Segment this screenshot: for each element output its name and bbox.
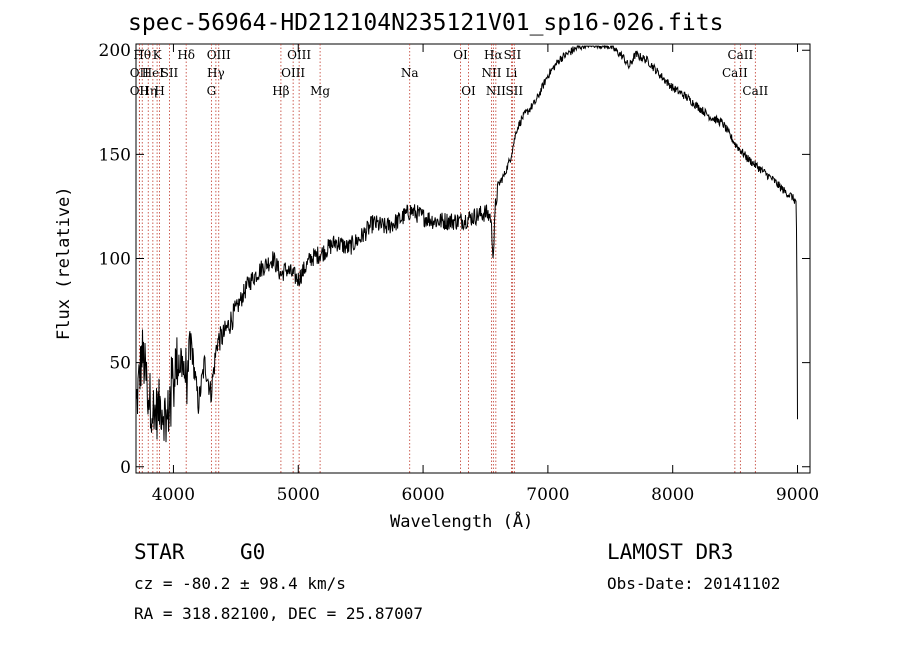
- x-tick-label: 8000: [651, 485, 694, 505]
- marker-label: SII: [504, 48, 522, 62]
- marker-label: OI: [461, 84, 476, 98]
- marker-label: OIII: [207, 48, 231, 62]
- marker-label: OI: [453, 48, 468, 62]
- x-tick-label: 9000: [776, 485, 819, 505]
- spectral-subclass: G0: [240, 540, 266, 564]
- marker-label: Hγ: [207, 66, 225, 80]
- marker-label: OIII: [281, 66, 305, 80]
- axis-ticks: 4000 5000 6000 7000 8000 9000 0 50 100 150 200: [99, 41, 820, 505]
- marker-label: NII: [486, 84, 506, 98]
- marker-label: Mg: [310, 84, 330, 98]
- marker-label: G: [207, 84, 217, 98]
- marker-label: Na: [401, 66, 419, 80]
- plot-frame: [135, 43, 811, 474]
- marker-label: OIII: [287, 48, 311, 62]
- marker-label: OII: [130, 84, 150, 98]
- marker-label: CaII: [727, 48, 753, 62]
- flux-line: [135, 44, 798, 443]
- x-tick-label: 4000: [152, 485, 195, 505]
- survey-name: LAMOST DR3: [607, 540, 734, 564]
- x-tick-label: 6000: [401, 485, 444, 505]
- y-tick-label: 150: [99, 145, 131, 165]
- marker-label: HeI: [142, 66, 165, 80]
- marker-label: Hδ: [177, 48, 195, 62]
- marker-label: K: [153, 48, 163, 62]
- marker-label: SII: [161, 66, 179, 80]
- marker-label: Hθ: [133, 48, 151, 62]
- y-tick-label: 0: [120, 458, 131, 478]
- y-tick-label: 100: [99, 250, 131, 270]
- obs-date: Obs-Date: 20141102: [607, 574, 781, 593]
- marker-label: Hβ: [272, 84, 289, 98]
- y-tick-label: 50: [109, 354, 131, 374]
- x-tick-label: 5000: [277, 485, 320, 505]
- y-tick-label: 200: [99, 41, 131, 61]
- marker-label: CaII: [742, 84, 768, 98]
- redshift-cz: cz = -80.2 ± 98.4 km/s: [134, 574, 346, 593]
- coordinates: RA = 318.82100, DEC = 25.87007: [134, 604, 423, 623]
- object-class: STAR: [134, 540, 185, 564]
- chart-title: spec-56964-HD212104N235121V01_sp16-026.f…: [128, 10, 724, 36]
- marker-label: Li: [506, 66, 518, 80]
- marker-label: NII: [481, 66, 501, 80]
- line-markers: OIIOIIHθHηHeIKHSIIHδGHγOIIIHβOIIIOIIIMgN…: [130, 44, 768, 473]
- y-axis-label: Flux (relative): [54, 186, 74, 340]
- marker-label: CaII: [722, 66, 748, 80]
- x-tick-label: 7000: [526, 485, 569, 505]
- x-axis-label: Wavelength (Å): [390, 512, 534, 532]
- marker-label: SII: [505, 84, 523, 98]
- marker-label: Hα: [484, 48, 503, 62]
- marker-label: H: [154, 84, 164, 98]
